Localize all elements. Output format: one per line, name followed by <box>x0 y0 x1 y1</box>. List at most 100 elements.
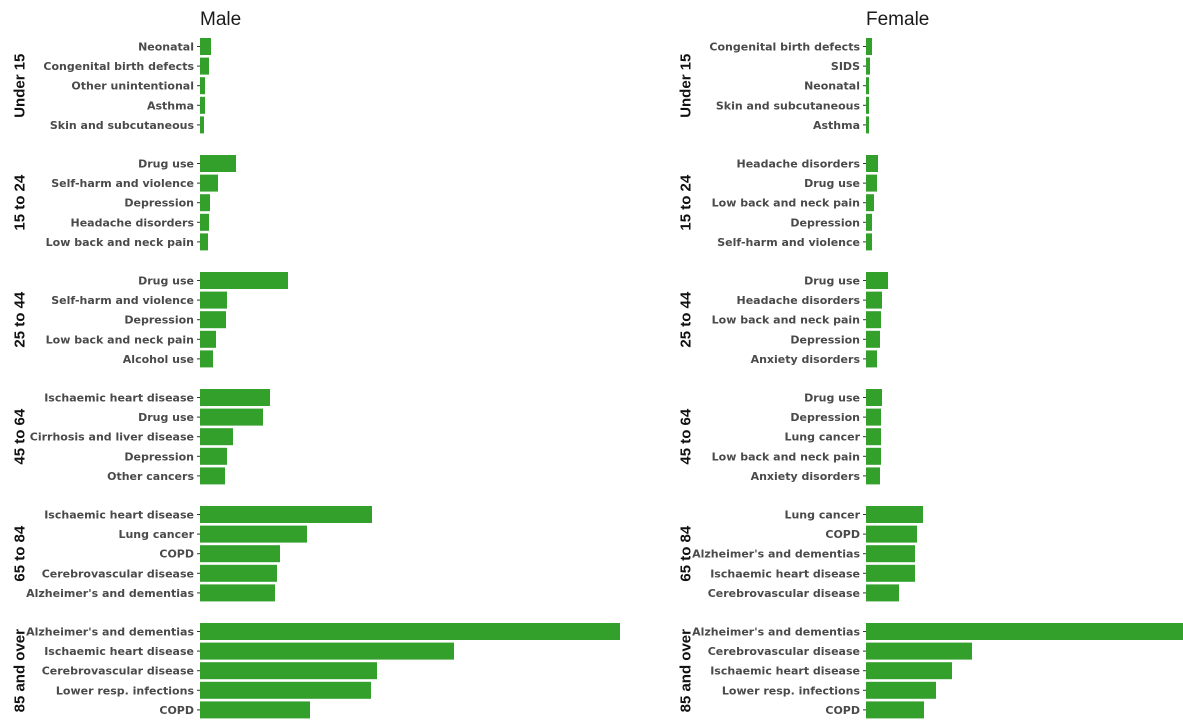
bar <box>200 623 620 640</box>
category-label: Cerebrovascular disease <box>708 645 860 658</box>
group-label: 45 to 64 <box>12 408 29 465</box>
category-label: Lower resp. infections <box>722 684 861 697</box>
panel-title: Male <box>200 9 241 30</box>
category-label: Congenital birth defects <box>709 41 860 54</box>
bar <box>200 311 226 329</box>
group-label: 15 to 24 <box>678 174 695 231</box>
panel-female: Female Under 15 Congenital birth defects SI… <box>678 9 1183 719</box>
category-label: Cerebrovascular disease <box>42 665 194 678</box>
category-label: COPD <box>159 548 194 561</box>
category-label: Drug use <box>138 158 194 171</box>
category-label: Ischaemic heart disease <box>44 509 194 522</box>
bar <box>200 506 372 523</box>
bar <box>200 116 204 134</box>
bar <box>866 623 1183 640</box>
category-label: Alzheimer's and dementias <box>26 626 194 639</box>
bar <box>200 174 218 192</box>
category-label: Low back and neck pain <box>712 314 860 327</box>
category-label: Drug use <box>138 411 194 424</box>
age-group: 25 to 44 Drug use Headache disorders Low ba… <box>678 272 888 368</box>
bar <box>866 77 869 95</box>
age-group: 45 to 64 Ischaemic heart disease Drug use C… <box>12 389 270 485</box>
bar <box>200 467 225 485</box>
category-label: COPD <box>825 704 860 717</box>
category-label: Neonatal <box>804 80 860 93</box>
group-label: 25 to 44 <box>12 291 29 348</box>
category-label: Anxiety disorders <box>751 470 861 483</box>
bar <box>866 681 936 699</box>
bar <box>866 662 952 680</box>
group-label: 45 to 64 <box>678 408 695 465</box>
bar <box>200 642 454 660</box>
category-label: Other unintentional <box>71 80 194 93</box>
group-label: 65 to 84 <box>12 525 29 582</box>
category-label: Congenital birth defects <box>43 60 194 73</box>
bar <box>866 701 924 719</box>
bar <box>866 642 972 660</box>
bar <box>200 564 277 582</box>
group-label: Under 15 <box>12 54 29 118</box>
category-label: Ischaemic heart disease <box>44 645 194 658</box>
category-label: Depression <box>124 450 194 463</box>
category-label: Asthma <box>147 99 194 112</box>
category-label: Alzheimer's and dementias <box>26 587 194 600</box>
age-group: 65 to 84 Lung cancer COPD Alzheimer's and d… <box>678 506 923 602</box>
bar <box>200 194 210 212</box>
category-label: Low back and neck pain <box>46 236 194 249</box>
bar <box>200 213 209 231</box>
group-label: 65 to 84 <box>678 525 695 582</box>
bar <box>200 155 236 172</box>
bar <box>866 96 869 114</box>
bar <box>200 525 307 543</box>
category-label: Asthma <box>813 119 860 132</box>
category-label: SIDS <box>831 60 860 73</box>
category-label: Ischaemic heart disease <box>710 567 860 580</box>
bar <box>866 564 915 582</box>
category-label: Alzheimer's and dementias <box>692 626 860 639</box>
category-label: Self-harm and violence <box>51 294 194 307</box>
bar <box>866 155 878 172</box>
age-group: 15 to 24 Headache disorders Drug use Low ba… <box>678 155 878 251</box>
category-label: Depression <box>790 333 860 346</box>
panel-title: Female <box>866 9 929 30</box>
bar <box>866 194 874 212</box>
bar <box>866 213 872 231</box>
bar <box>200 96 205 114</box>
bar <box>866 428 881 446</box>
category-label: Alcohol use <box>123 353 194 366</box>
category-label: Lower resp. infections <box>56 684 195 697</box>
category-label: Depression <box>790 216 860 229</box>
bar <box>200 350 213 368</box>
category-label: Low back and neck pain <box>46 333 194 346</box>
category-label: Cerebrovascular disease <box>708 587 860 600</box>
category-label: Cerebrovascular disease <box>42 567 194 580</box>
bar <box>866 233 872 251</box>
bar <box>866 291 882 309</box>
group-label: 85 and over <box>678 629 695 713</box>
bar <box>200 408 263 426</box>
category-label: Self-harm and violence <box>51 177 194 190</box>
bar <box>866 408 881 426</box>
bar <box>200 77 205 95</box>
category-label: COPD <box>825 528 860 541</box>
group-label: 85 and over <box>12 629 29 713</box>
age-group: 45 to 64 Drug use Depression Lung cancer Low… <box>678 389 882 485</box>
bar <box>200 38 211 55</box>
age-group: Under 15 Neonatal Congenital birth defects… <box>12 38 211 134</box>
category-label: COPD <box>159 704 194 717</box>
category-label: Lung cancer <box>784 509 860 522</box>
category-label: Depression <box>790 411 860 424</box>
bar <box>200 545 280 563</box>
category-label: Low back and neck pain <box>712 450 860 463</box>
age-group: 25 to 44 Drug use Self-harm and violence De… <box>12 272 288 368</box>
bar <box>866 525 917 543</box>
age-group: 15 to 24 Drug use Self-harm and violence De… <box>12 155 236 251</box>
category-label: Drug use <box>804 177 860 190</box>
category-label: Alzheimer's and dementias <box>692 548 860 561</box>
category-label: Headache disorders <box>70 216 194 229</box>
bar <box>866 506 923 523</box>
category-label: Depression <box>124 314 194 327</box>
